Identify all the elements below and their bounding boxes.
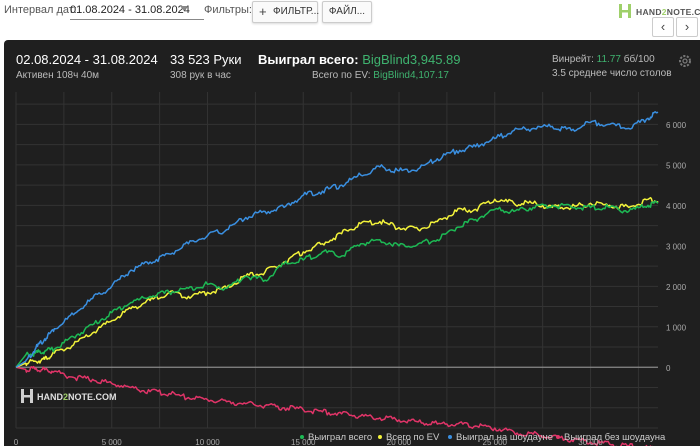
x-tick-label: 25 000: [483, 438, 508, 446]
file-button-label: ФАЙЛ...: [328, 6, 366, 17]
legend-dot: [556, 435, 560, 440]
legend-item-showdown[interactable]: Выиграл на шоудауне: [448, 432, 553, 443]
y-tick-label: 0: [666, 364, 671, 373]
chevron-down-icon[interactable]: [180, 6, 188, 11]
filters-label: Фильтры:: [204, 4, 252, 16]
y-tick-label: 1 000: [666, 323, 687, 332]
watermark-text: HAND2NOTE.COM: [37, 392, 117, 402]
chart-grid: [15, 92, 658, 429]
y-tick-label: 3 000: [666, 242, 687, 251]
x-tick-label: 15 000: [291, 438, 316, 446]
series-ev: [15, 196, 659, 368]
x-tick-label: 10 000: [195, 438, 220, 446]
chart-axes: 0 1 000 2 000 3 000 4 000 5 000 6 000 0 5 000 10 …: [14, 121, 687, 446]
profit-chart: HAND2NOTE.COM 0 1 000 2 000 3 000 4 000 5 000…: [14, 92, 687, 446]
legend-dot: [448, 435, 452, 440]
chart-series: [15, 111, 659, 446]
watermark: HAND2NOTE.COM: [21, 389, 117, 403]
active-time: Активен 108ч 40м: [16, 70, 100, 81]
legend-item-total[interactable]: Выиграл всего: [300, 432, 372, 443]
prev-button[interactable]: ‹: [652, 17, 674, 37]
series-nonshowdown: [15, 365, 653, 446]
hands-count: 33 523 Руки: [170, 52, 242, 67]
logo-mark-icon: [619, 4, 631, 18]
y-tick-label: 6 000: [666, 121, 687, 130]
ev-total-value: BigBlind4,107.17: [373, 70, 449, 81]
brand-name: HAND2NOTE.COM: [636, 7, 700, 17]
next-button[interactable]: ›: [676, 17, 698, 37]
y-tick-label: 2 000: [666, 283, 687, 292]
won-total-value: BigBlind3,945.89: [362, 52, 461, 67]
avg-tables: 3.5 среднее число столов: [552, 68, 672, 79]
won-total: Выиграл всего: BigBlind3,945.89: [258, 52, 461, 67]
series-showdown: [15, 111, 659, 368]
filter-button-label: ФИЛЬТР...: [273, 6, 320, 17]
date-range-value: 01.08.2024 - 31.08.2024: [70, 4, 190, 16]
ev-total: Всего по EV: BigBlind4,107.17: [312, 70, 449, 81]
hands-per-hour: 308 рук в час: [170, 70, 231, 81]
winrate-value: 11.77: [596, 54, 621, 65]
series-total: [15, 200, 659, 368]
date-range-underline: [70, 19, 204, 20]
plus-icon: +: [259, 4, 267, 19]
period-text: 02.08.2024 - 31.08.2024: [16, 52, 158, 67]
brand-logo: HAND2NOTE.COM: [618, 3, 700, 21]
file-button[interactable]: ФАЙЛ...: [322, 1, 372, 23]
legend-item-nonshowdown[interactable]: Выиграл без шоудауна: [556, 432, 665, 443]
x-tick-label: 5 000: [102, 438, 123, 446]
date-range-select[interactable]: 01.08.2024 - 31.08.2024: [70, 4, 204, 20]
winrate: Винрейт: 11.77 бб/100: [552, 54, 655, 65]
x-tick-label: 0: [14, 438, 19, 446]
chevron-left-icon: ‹: [660, 19, 666, 34]
y-tick-label: 4 000: [666, 202, 687, 211]
chevron-right-icon: ›: [684, 19, 690, 34]
gear-icon[interactable]: [677, 53, 693, 69]
y-tick-label: 5 000: [666, 161, 687, 170]
filter-button[interactable]: + ФИЛЬТР...: [252, 1, 320, 23]
toolbar: Интервал дат: 01.08.2024 - 31.08.2024 Фи…: [0, 0, 700, 40]
graph-panel: 02.08.2024 - 31.08.2024 Активен 108ч 40м…: [4, 40, 700, 446]
interval-label: Интервал дат:: [4, 4, 77, 16]
legend-item-ev[interactable]: Всего по EV: [378, 432, 439, 443]
legend-dot: [378, 435, 382, 440]
legend-dot: [300, 435, 304, 440]
x-tick-label: 30 000: [578, 438, 603, 446]
x-tick-label: 20 000: [387, 438, 412, 446]
